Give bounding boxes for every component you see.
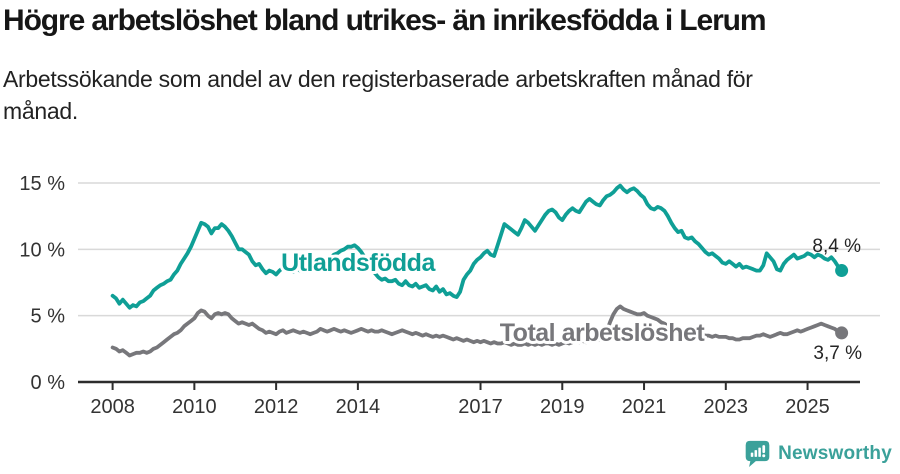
y-axis-label-5: 5 % — [31, 306, 66, 328]
chart-title: Högre arbetslöshet bland utrikes- än inr… — [3, 4, 767, 37]
chart-subtitle: Arbetssökande som andel av den registerb… — [3, 66, 753, 125]
newsworthy-logo[interactable]: Newsworthy — [744, 439, 892, 468]
series-label-1: Total arbetslöshet — [500, 319, 706, 347]
x-axis-label-2017: 2017 — [458, 396, 503, 418]
series-end-dot-1 — [835, 326, 849, 340]
newsworthy-logo-icon — [745, 440, 770, 467]
x-axis-label-2023: 2023 — [704, 396, 749, 418]
x-axis-label-2010: 2010 — [172, 396, 217, 418]
y-axis-label-15: 15 % — [19, 173, 65, 195]
x-axis-label-2019: 2019 — [540, 396, 585, 418]
x-axis-label-2025: 2025 — [785, 396, 830, 418]
x-axis-label-2008: 2008 — [90, 396, 135, 418]
series-end-value-0: 8,4 % — [812, 236, 861, 257]
newsworthy-logo-text: Newsworthy — [778, 442, 892, 464]
series-label-0: Utlandsfödda — [281, 249, 436, 277]
series-line-0 — [110, 183, 844, 310]
series-end-value-1: 3,7 % — [813, 343, 862, 364]
y-axis-label-0: 0 % — [31, 372, 66, 394]
y-axis-label-10: 10 % — [19, 239, 65, 261]
x-axis-label-2014: 2014 — [336, 396, 381, 418]
series-end-dot-0 — [835, 264, 849, 278]
series-line-1 — [110, 304, 844, 358]
x-axis-label-2012: 2012 — [254, 396, 299, 418]
x-axis-label-2021: 2021 — [622, 396, 667, 418]
